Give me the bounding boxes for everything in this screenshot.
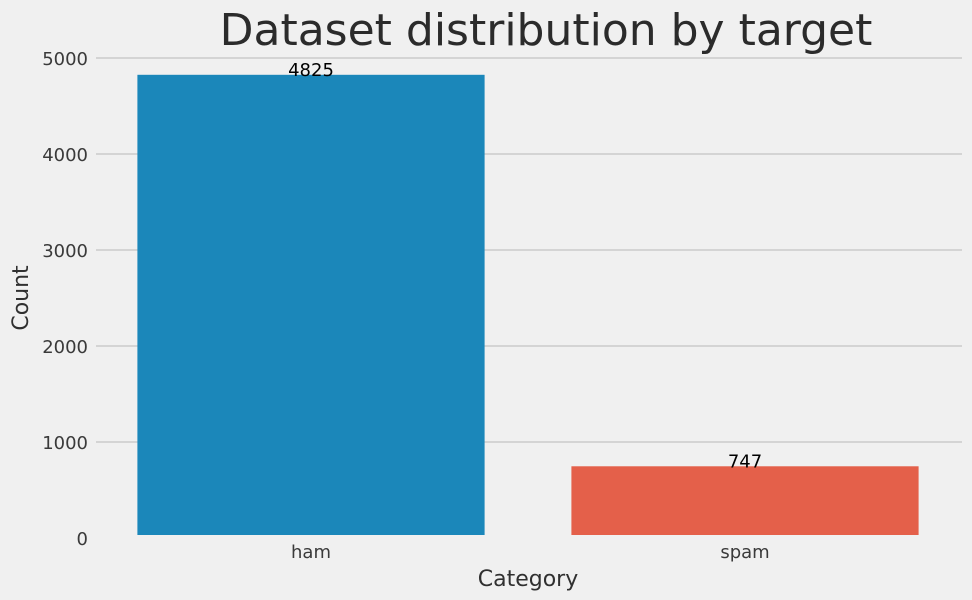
bar-ham <box>137 74 485 536</box>
y-tick-label: 4000 <box>42 145 88 166</box>
data-label-spam: 747 <box>728 451 762 472</box>
y-tick-label: 0 <box>77 529 88 550</box>
x-tick-label-ham: ham <box>291 542 331 563</box>
bars <box>137 74 919 536</box>
data-label-ham: 4825 <box>288 60 334 81</box>
x-tick-label-spam: spam <box>720 542 769 563</box>
y-tick-label: 1000 <box>42 433 88 454</box>
bar-spam <box>571 466 919 535</box>
x-axis-title: Category <box>478 567 579 592</box>
y-tick-label: 3000 <box>42 241 88 262</box>
x-axis-ticks: ham spam <box>291 542 770 563</box>
chart-title: Dataset distribution by target <box>220 5 873 56</box>
y-axis-title: Count <box>9 265 34 331</box>
y-tick-label: 5000 <box>42 49 88 70</box>
y-tick-label: 2000 <box>42 337 88 358</box>
data-labels: 4825 747 <box>288 60 762 472</box>
y-axis-ticks: 0 1000 2000 3000 4000 5000 <box>42 49 88 550</box>
